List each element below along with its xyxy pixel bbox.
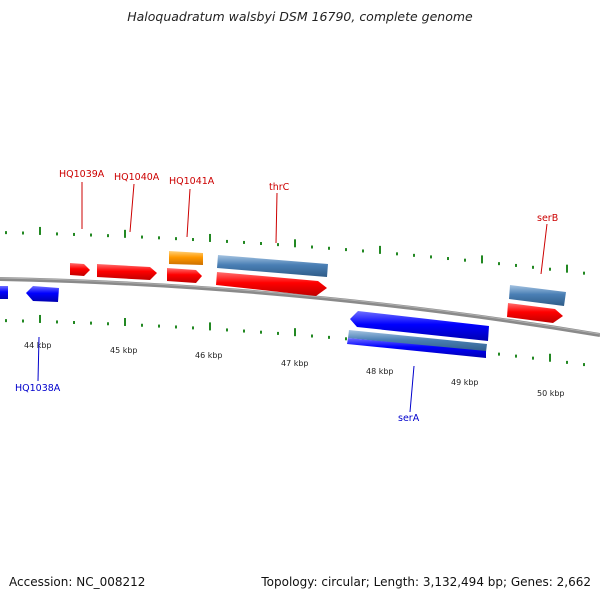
gene-sera-lower-arrow[interactable]	[347, 338, 486, 358]
feature-thrc-box[interactable]	[217, 255, 328, 277]
gene-hq1040a-arrow[interactable]	[97, 264, 157, 280]
label-thrc[interactable]: thrC	[269, 182, 290, 193]
ruler-label-44kbp: 44 kbp	[24, 341, 52, 350]
gene-sera-arrow[interactable]	[350, 311, 489, 341]
ruler-label-47kbp: 47 kbp	[281, 359, 309, 368]
label-serb[interactable]: serB	[537, 213, 558, 224]
leader-serb	[540, 223, 548, 275]
feature-serb-box[interactable]	[509, 285, 566, 306]
ruler-label-50kbp: 50 kbp	[537, 389, 565, 398]
gene-hq1039a-arrow[interactable]	[70, 263, 90, 276]
label-hq1039a[interactable]: HQ1039A	[59, 169, 105, 180]
label-hq1040a[interactable]: HQ1040A	[114, 172, 160, 183]
ruler-label-49kbp: 49 kbp	[451, 378, 479, 387]
leader-sera	[409, 365, 415, 413]
ruler-label-46kbp: 46 kbp	[195, 351, 223, 360]
genome-backbone-highlight	[0, 277, 600, 335]
gene-hq1041a-arrow[interactable]	[167, 268, 202, 283]
ruler-label-45kbp: 45 kbp	[110, 346, 138, 355]
gene-left-edge-arrow[interactable]	[0, 286, 8, 299]
upper-tick-track	[5, 226, 585, 275]
map-title: Haloquadratum walsbyi DSM 16790, complet…	[127, 9, 473, 24]
leader-hq1040a	[129, 183, 135, 233]
genome-stats-label: Topology: circular; Length: 3,132,494 bp…	[261, 575, 591, 589]
label-hq1041a[interactable]: HQ1041A	[169, 176, 215, 187]
ruler-label-48kbp: 48 kbp	[366, 367, 394, 376]
label-sera[interactable]: serA	[398, 413, 420, 424]
genome-backbone	[0, 277, 600, 337]
label-hq1038a[interactable]: HQ1038A	[15, 383, 61, 394]
gene-thrc-arrow[interactable]	[216, 272, 327, 296]
gene-hq1038a-arrow[interactable]	[26, 286, 59, 302]
leader-hq1041a	[186, 188, 191, 238]
feature-hq1041a-box[interactable]	[169, 251, 203, 265]
leader-hq1038a	[37, 336, 40, 382]
accession-label: Accession: NC_008212	[9, 575, 146, 589]
gene-serb-arrow[interactable]	[507, 303, 563, 323]
leader-thrc	[275, 192, 278, 244]
feature-sera-box[interactable]	[348, 330, 487, 352]
